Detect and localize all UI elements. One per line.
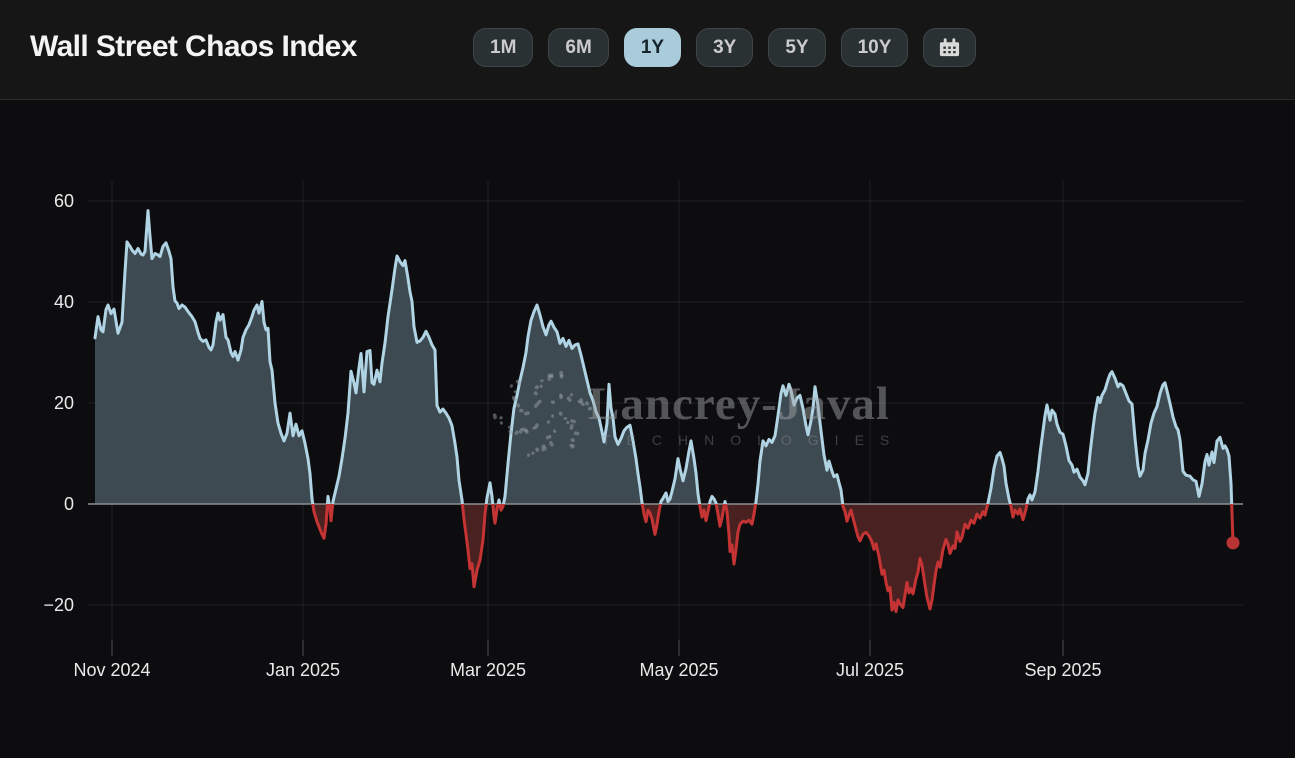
y-tick-label: −20 [43,595,74,615]
y-tick-label: 0 [64,494,74,514]
time-range-group: 1M 6M 1Y 3Y 5Y 10Y [473,28,977,67]
x-tick-label: Mar 2025 [450,660,526,680]
header: Wall Street Chaos Index 1M 6M 1Y 3Y 5Y 10Y [0,0,1295,100]
area-fill-positive [95,210,1233,504]
series-line-positive [93,209,1234,504]
range-button-5y[interactable]: 5Y [768,28,826,67]
x-tick-label: Nov 2024 [73,660,150,680]
page-title: Wall Street Chaos Index [30,30,357,63]
range-button-6m[interactable]: 6M [548,28,609,67]
calendar-icon [938,36,961,59]
x-tick-label: Sep 2025 [1024,660,1101,680]
range-button-1m[interactable]: 1M [473,28,534,67]
calendar-button[interactable] [923,28,977,67]
chart-area[interactable]: 60 40 20 0 −20 Nov 2024 Jan 2025 Mar 2025 May 20… [0,100,1295,758]
area-fill-negative [95,504,1233,612]
x-tick-label: Jan 2025 [266,660,340,680]
y-tick-label: 20 [54,393,74,413]
y-tick-label: 40 [54,292,74,312]
y-tick-label: 60 [54,191,74,211]
range-button-10y[interactable]: 10Y [840,28,909,67]
x-tick-label: May 2025 [639,660,718,680]
range-button-1y[interactable]: 1Y [623,28,682,67]
x-tick-label: Jul 2025 [836,660,904,680]
range-button-3y[interactable]: 3Y [696,28,754,67]
chaos-index-chart[interactable]: 60 40 20 0 −20 Nov 2024 Jan 2025 Mar 2025 May 20… [0,100,1295,758]
last-point-marker [1226,536,1240,550]
